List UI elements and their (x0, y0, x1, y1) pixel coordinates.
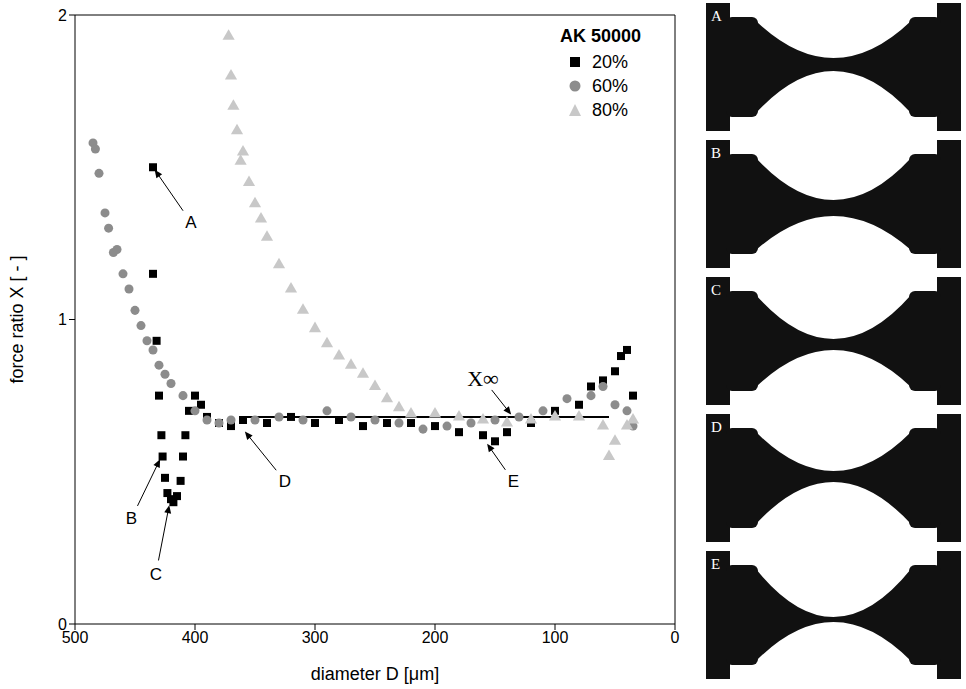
html-text:60%: 60% (592, 76, 628, 96)
html-text:AK 50000: AK 50000 (560, 26, 642, 46)
svg-text:E: E (711, 556, 720, 572)
svg-text:200: 200 (422, 629, 449, 646)
svg-text:0: 0 (58, 616, 67, 633)
svg-text:500: 500 (61, 629, 89, 647)
svg-text:0: 0 (671, 629, 680, 646)
svg-text:E: E (508, 472, 519, 491)
svg-text:C: C (711, 282, 721, 298)
svg-text:B: B (126, 509, 137, 528)
svg-text:100: 100 (542, 629, 569, 646)
svg-text:C: C (150, 565, 162, 584)
svg-text:300: 300 (302, 629, 329, 646)
svg-text:X∞: X∞ (467, 366, 499, 391)
svg-text:D: D (279, 472, 291, 491)
svg-text:force ratio X [ - ]: force ratio X [ - ] (7, 255, 27, 383)
svg-text:2: 2 (58, 7, 67, 24)
svg-text:D: D (711, 419, 722, 435)
svg-text:B: B (711, 145, 721, 161)
svg-text:diameter D [μm]: diameter D [μm] (311, 664, 439, 684)
svg-text:1: 1 (58, 311, 67, 328)
svg-text:400: 400 (182, 629, 209, 646)
svg-text:A: A (711, 8, 722, 24)
html-text:20%: 20% (592, 52, 628, 72)
html-text:80%: 80% (592, 100, 628, 120)
svg-text:A: A (185, 213, 197, 232)
